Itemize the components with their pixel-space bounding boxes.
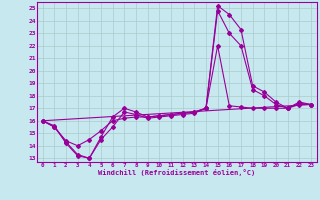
X-axis label: Windchill (Refroidissement éolien,°C): Windchill (Refroidissement éolien,°C) xyxy=(98,169,255,176)
